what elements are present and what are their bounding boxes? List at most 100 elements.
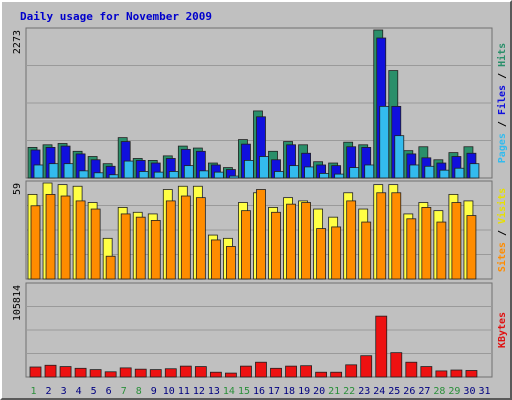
bar-pages-day-2 — [48, 163, 59, 179]
bar-pages-day-25 — [394, 135, 405, 179]
bar-kbytes-day-28 — [435, 370, 448, 378]
x-tick-label: 3 — [61, 386, 67, 397]
x-tick-label: 17 — [268, 386, 280, 397]
x-tick-label: 30 — [463, 386, 475, 397]
x-tick-label: 25 — [388, 386, 400, 397]
bar-pages-day-3 — [63, 163, 74, 179]
bar-pages-day-18 — [289, 165, 299, 179]
x-tick-label: 10 — [163, 386, 175, 397]
bar-kbytes-day-27 — [420, 366, 433, 378]
bar-sites-day-16 — [256, 189, 266, 280]
x-tick-label: 27 — [418, 386, 430, 397]
legend-part: Visits — [496, 188, 508, 224]
x-tick-label: 22 — [343, 386, 355, 397]
bar-sites-day-27 — [421, 207, 432, 280]
bar-sites-day-24 — [376, 192, 387, 280]
legend-part: / — [497, 67, 508, 85]
bar-pages-day-11 — [183, 165, 194, 179]
bar-kbytes-day-21 — [330, 371, 343, 378]
bar-kbytes-day-7 — [119, 367, 132, 378]
bar-pages-day-24 — [379, 105, 390, 179]
bar-kbytes-day-3 — [59, 366, 72, 378]
bar-sites-day-25 — [391, 192, 402, 280]
bar-kbytes-day-19 — [300, 365, 312, 378]
x-tick-label: 11 — [178, 386, 190, 397]
y-max-label: 59 — [12, 183, 23, 195]
bar-pages-day-17 — [274, 171, 284, 179]
bar-sites-day-9 — [150, 220, 161, 280]
bar-pages-day-29 — [454, 167, 465, 179]
bar-sites-day-23 — [361, 221, 372, 280]
bar-sites-day-17 — [271, 211, 281, 280]
bar-sites-day-11 — [180, 195, 191, 280]
bar-kbytes-day-2 — [44, 364, 57, 378]
bar-sites-day-22 — [346, 200, 357, 280]
bar-kbytes-day-5 — [89, 369, 102, 378]
bar-sites-day-14 — [226, 246, 236, 280]
bar-sites-day-28 — [436, 221, 447, 280]
bar-kbytes-day-15 — [240, 365, 252, 378]
bar-kbytes-day-25 — [390, 352, 403, 378]
x-tick-label: 12 — [193, 386, 205, 397]
bar-pages-day-12 — [198, 170, 209, 179]
bar-pages-day-30 — [469, 163, 480, 179]
bar-pages-day-20 — [319, 173, 330, 179]
bar-kbytes-day-9 — [149, 369, 162, 378]
bar-pages-day-9 — [153, 171, 164, 179]
x-tick-label: 19 — [298, 386, 310, 397]
bar-sites-day-10 — [165, 200, 176, 280]
bar-pages-day-4 — [78, 170, 89, 179]
legend-part: Hits — [496, 43, 508, 67]
bar-kbytes-day-16 — [255, 361, 267, 378]
x-tick-label: 15 — [238, 386, 250, 397]
bar-kbytes-day-26 — [405, 361, 418, 378]
legend-part: Sites — [496, 242, 508, 272]
bar-pages-day-16 — [259, 156, 269, 179]
bar-pages-day-7 — [123, 160, 134, 179]
bar-sites-day-18 — [286, 203, 296, 280]
bar-pages-day-5 — [93, 172, 104, 179]
bar-kbytes-day-4 — [74, 367, 87, 378]
bar-sites-day-5 — [90, 208, 101, 280]
x-tick-label: 31 — [478, 386, 490, 397]
legend-part: / — [497, 224, 508, 242]
bar-kbytes-day-24 — [375, 315, 388, 378]
bar-kbytes-day-23 — [360, 355, 373, 378]
series-legend: Pages / Files / Hits — [496, 43, 508, 163]
bar-pages-day-23 — [364, 164, 375, 179]
x-tick-label: 26 — [403, 386, 415, 397]
bar-kbytes-day-17 — [270, 367, 282, 378]
x-tick-label: 16 — [253, 386, 265, 397]
bar-kbytes-day-1 — [29, 366, 42, 378]
x-tick-label: 13 — [208, 386, 220, 397]
bar-sites-day-12 — [195, 197, 206, 280]
bar-kbytes-day-11 — [179, 365, 192, 378]
bar-sites-day-3 — [60, 195, 71, 280]
bar-pages-day-10 — [168, 171, 179, 179]
bar-sites-day-7 — [120, 213, 131, 280]
x-tick-label: 18 — [283, 386, 295, 397]
bar-kbytes-day-8 — [134, 368, 147, 378]
bar-pages-day-6 — [108, 174, 119, 179]
bar-sites-day-6 — [105, 255, 116, 280]
x-tick-label: 23 — [358, 386, 370, 397]
bar-pages-day-28 — [439, 169, 450, 179]
bar-kbytes-day-22 — [345, 364, 358, 378]
x-tick-label: 2 — [46, 386, 52, 397]
bar-kbytes-day-29 — [450, 369, 463, 378]
x-tick-label: 21 — [328, 386, 340, 397]
bar-sites-day-2 — [45, 193, 56, 280]
bar-pages-day-26 — [409, 164, 420, 179]
bar-kbytes-day-12 — [194, 366, 207, 378]
bar-pages-day-19 — [304, 166, 314, 179]
x-tick-label: 20 — [313, 386, 325, 397]
legend-part: Pages — [497, 133, 508, 163]
series-legend: KBytes — [497, 312, 508, 348]
series-legend: Sites / Visits — [496, 188, 508, 272]
bar-pages-day-13 — [213, 171, 224, 179]
x-tick-label: 14 — [223, 386, 235, 397]
bar-pages-day-27 — [424, 165, 435, 179]
bar-pages-day-15 — [244, 160, 254, 179]
